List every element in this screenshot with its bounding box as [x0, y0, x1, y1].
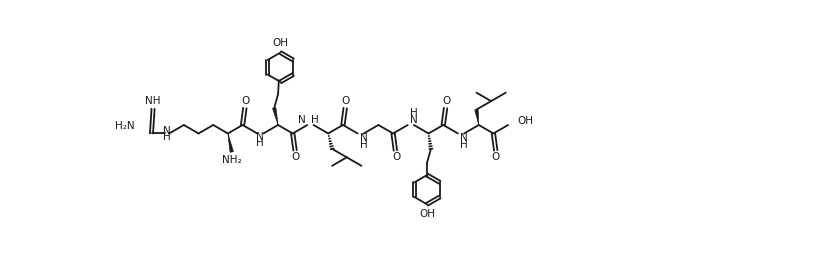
Text: N: N — [410, 115, 418, 125]
Text: O: O — [292, 152, 300, 162]
Text: NH: NH — [145, 96, 161, 106]
Text: O: O — [241, 96, 250, 106]
Text: H: H — [410, 108, 418, 118]
Text: H: H — [256, 138, 264, 148]
Text: OH: OH — [419, 208, 435, 219]
Text: H₂N: H₂N — [115, 121, 135, 131]
Text: H: H — [460, 140, 468, 150]
Text: N: N — [460, 133, 468, 143]
Text: H: H — [311, 115, 319, 125]
Text: N: N — [298, 115, 306, 125]
Text: O: O — [492, 152, 499, 162]
Text: NH₂: NH₂ — [222, 155, 241, 165]
Text: H: H — [163, 132, 171, 142]
Text: H: H — [360, 140, 368, 150]
Polygon shape — [475, 109, 478, 125]
Text: O: O — [342, 96, 350, 106]
Polygon shape — [228, 133, 234, 152]
Text: O: O — [442, 96, 451, 106]
Text: N: N — [163, 126, 171, 136]
Polygon shape — [272, 108, 278, 125]
Text: OH: OH — [517, 116, 533, 126]
Text: N: N — [256, 131, 264, 142]
Text: O: O — [392, 152, 401, 162]
Text: OH: OH — [272, 38, 288, 48]
Text: N: N — [360, 133, 368, 143]
